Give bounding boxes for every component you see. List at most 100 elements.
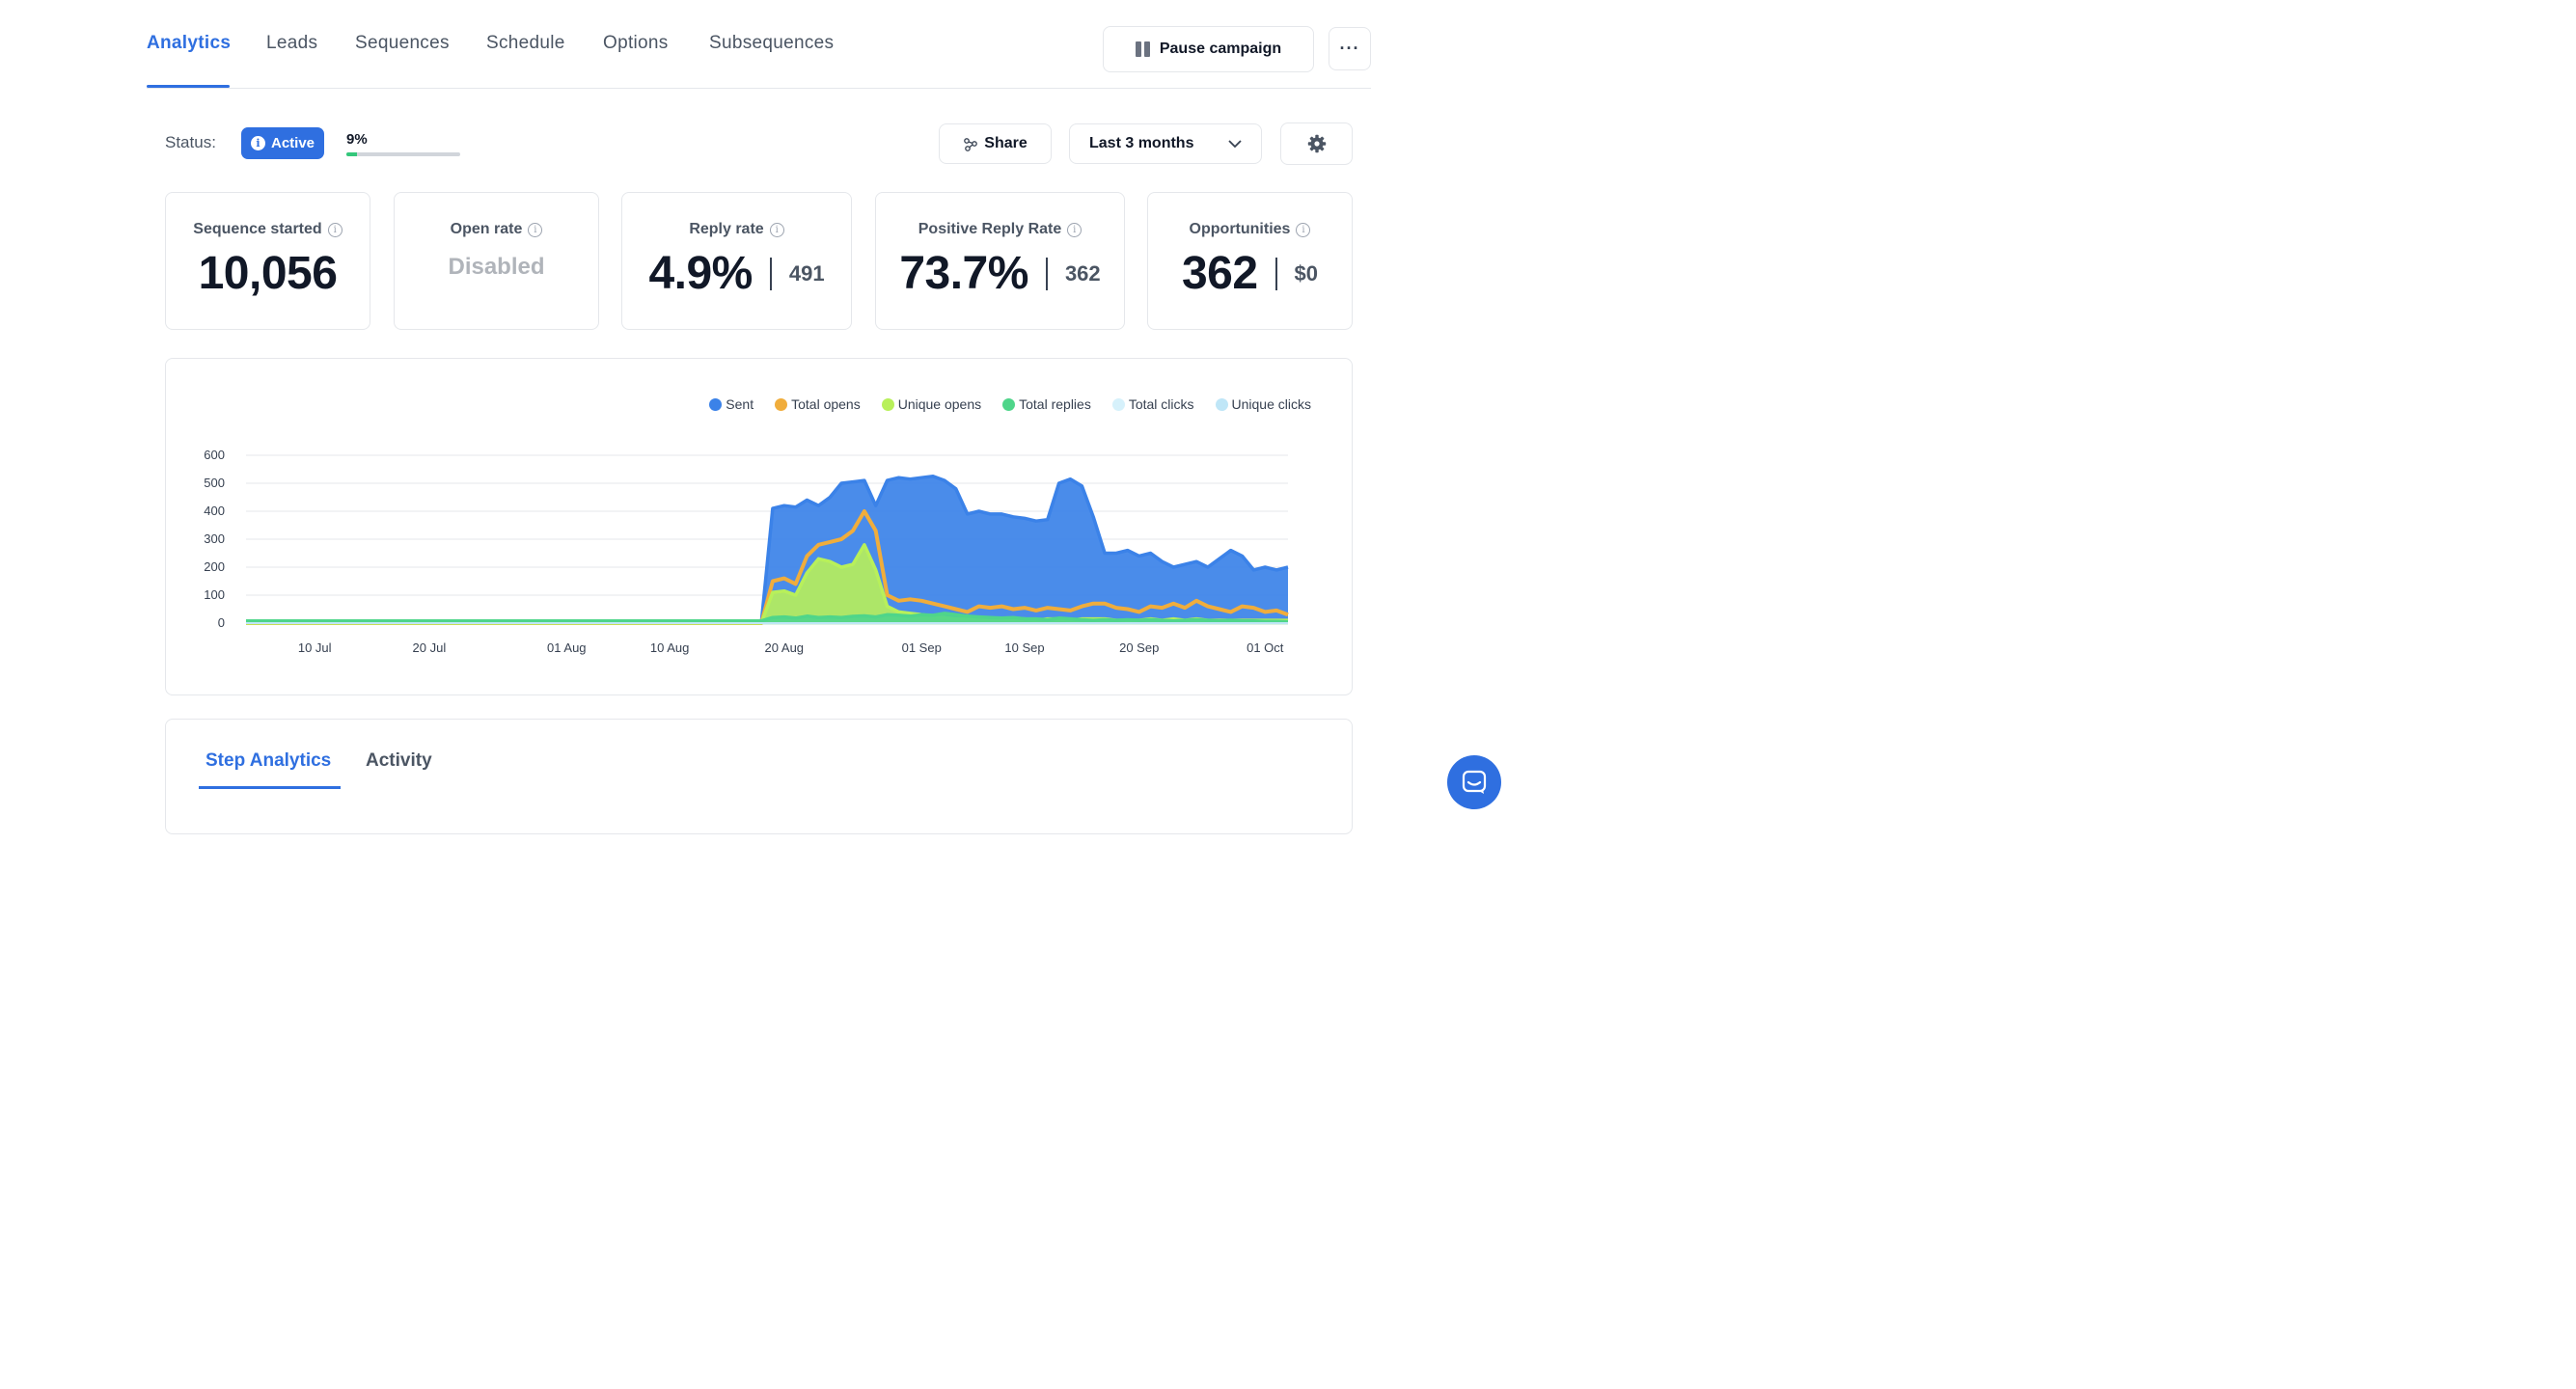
stat-value: 4.9% [648, 248, 753, 299]
info-icon[interactable]: i [769, 222, 784, 237]
stat-label: Opportunities i [1148, 221, 1352, 238]
progress-bar [346, 152, 460, 156]
analytics-chart: Sent Total opens Unique opens Total replies… [165, 358, 1353, 695]
pause-icon [1135, 41, 1150, 57]
step-analytics-panel: Step Analytics Activity [165, 719, 1353, 834]
stat-card-sequence-started: Sequence started i 10,056 [165, 192, 370, 330]
stat-label: Reply rate i [622, 221, 851, 238]
stat-card-open-rate: Open rate i Disabled [394, 192, 599, 330]
y-tick-label: 300 [204, 531, 225, 546]
chevron-down-icon [1228, 139, 1242, 148]
info-icon[interactable]: i [1296, 222, 1311, 237]
stat-card-positive-reply-rate: Positive Reply Rate i 73.7% 362 [875, 192, 1125, 330]
stat-label-text: Positive Reply Rate [918, 221, 1062, 237]
legend-item[interactable]: Sent [709, 396, 754, 412]
settings-button[interactable] [1280, 123, 1353, 165]
active-tab-indicator [199, 786, 341, 789]
stat-card-reply-rate: Reply rate i 4.9% 491 [621, 192, 852, 330]
x-tick-label: 20 Jul [413, 640, 447, 655]
tab-subsequences[interactable]: Subsequences [709, 33, 835, 53]
stat-label-text: Sequence started [193, 221, 322, 237]
x-tick-label: 10 Jul [298, 640, 332, 655]
legend-label: Sent [726, 396, 754, 412]
x-tick-label: 01 Sep [902, 640, 942, 655]
stat-label: Open rate i [395, 221, 598, 238]
series-area-total-replies [246, 613, 1288, 623]
more-options-button[interactable]: ··· [1329, 27, 1371, 70]
tab-options[interactable]: Options [603, 33, 669, 53]
x-tick-label: 10 Sep [1004, 640, 1044, 655]
legend-label: Total replies [1019, 396, 1091, 412]
stat-card-opportunities: Opportunities i 362 $0 [1147, 192, 1353, 330]
stat-subvalue: $0 [1294, 260, 1319, 286]
divider [1274, 257, 1277, 290]
y-tick-label: 500 [204, 476, 225, 490]
legend-swatch [775, 397, 788, 411]
y-tick-label: 0 [218, 615, 225, 630]
progress-bar-fill [346, 152, 357, 156]
y-tick-label: 200 [204, 559, 225, 574]
legend-item[interactable]: Unique opens [881, 396, 982, 412]
gear-icon [1307, 134, 1326, 153]
pause-campaign-button[interactable]: Pause campaign [1103, 26, 1314, 72]
legend-swatch [1215, 397, 1228, 411]
legend-label: Unique opens [897, 396, 982, 412]
legend-item[interactable]: Total replies [1002, 396, 1091, 412]
share-button[interactable]: Share [939, 123, 1052, 164]
legend-swatch [709, 397, 723, 411]
x-tick-label: 10 Aug [650, 640, 690, 655]
date-range-select[interactable]: Last 3 months [1069, 123, 1262, 164]
y-tick-label: 100 [204, 587, 225, 602]
series-line-total-replies [246, 612, 1289, 624]
legend-swatch [1002, 397, 1016, 411]
tab-activity[interactable]: Activity [366, 750, 432, 771]
progress-percent: 9% [346, 131, 368, 148]
tab-analytics[interactable]: Analytics [147, 33, 232, 53]
pause-campaign-label: Pause campaign [1159, 41, 1282, 57]
tab-schedule[interactable]: Schedule [486, 33, 565, 53]
stat-label: Positive Reply Rate i [876, 221, 1124, 238]
date-range-label: Last 3 months [1089, 135, 1194, 151]
top-nav: Analytics Leads Sequences Schedule Optio… [147, 0, 1371, 89]
status-badge[interactable]: i Active [241, 127, 324, 159]
legend-label: Unique clicks [1231, 396, 1311, 412]
tab-step-analytics[interactable]: Step Analytics [206, 750, 332, 771]
info-icon[interactable]: i [1067, 222, 1082, 237]
legend-swatch [881, 397, 894, 411]
legend-label: Total clicks [1128, 396, 1194, 412]
stat-subvalue: 362 [1064, 260, 1101, 286]
x-tick-label: 01 Oct [1247, 640, 1284, 655]
stat-label-text: Reply rate [689, 221, 764, 237]
series-area-sent [246, 476, 1288, 623]
chart-legend: Sent Total opens Unique opens Total replies… [709, 396, 1311, 412]
stat-value: 362 [1181, 248, 1258, 299]
legend-item[interactable]: Total opens [775, 396, 861, 412]
info-icon[interactable]: i [528, 222, 543, 237]
stat-value: 10,056 [198, 248, 338, 299]
y-tick-label: 400 [204, 504, 225, 518]
stat-label-text: Opportunities [1189, 221, 1291, 237]
tab-leads[interactable]: Leads [266, 33, 318, 53]
more-dots-icon: ··· [1339, 39, 1360, 58]
divider [769, 257, 772, 290]
info-icon: i [250, 136, 265, 150]
chart-canvas: 0 100 200 300 400 500 600 10 Jul 20 Jul 01 Aug 10 … [204, 448, 1289, 655]
stat-subvalue: 491 [788, 260, 825, 286]
chat-icon [1462, 770, 1487, 794]
stat-label: Sequence started i [166, 221, 370, 238]
divider [1045, 257, 1048, 290]
x-tick-label: 01 Aug [547, 640, 587, 655]
series-line-sent [246, 475, 1289, 625]
tab-sequences[interactable]: Sequences [355, 33, 450, 53]
share-icon [964, 138, 978, 151]
active-tab-indicator [147, 85, 230, 88]
status-badge-label: Active [270, 135, 315, 151]
share-label: Share [984, 135, 1028, 151]
legend-item[interactable]: Total clicks [1111, 396, 1194, 412]
info-icon[interactable]: i [327, 222, 343, 237]
chat-widget-button[interactable] [1447, 755, 1501, 809]
series-line-total-opens [246, 509, 1289, 625]
stat-value: 73.7% [899, 248, 1028, 299]
y-tick-label: 600 [204, 448, 225, 462]
legend-item[interactable]: Unique clicks [1215, 396, 1311, 412]
